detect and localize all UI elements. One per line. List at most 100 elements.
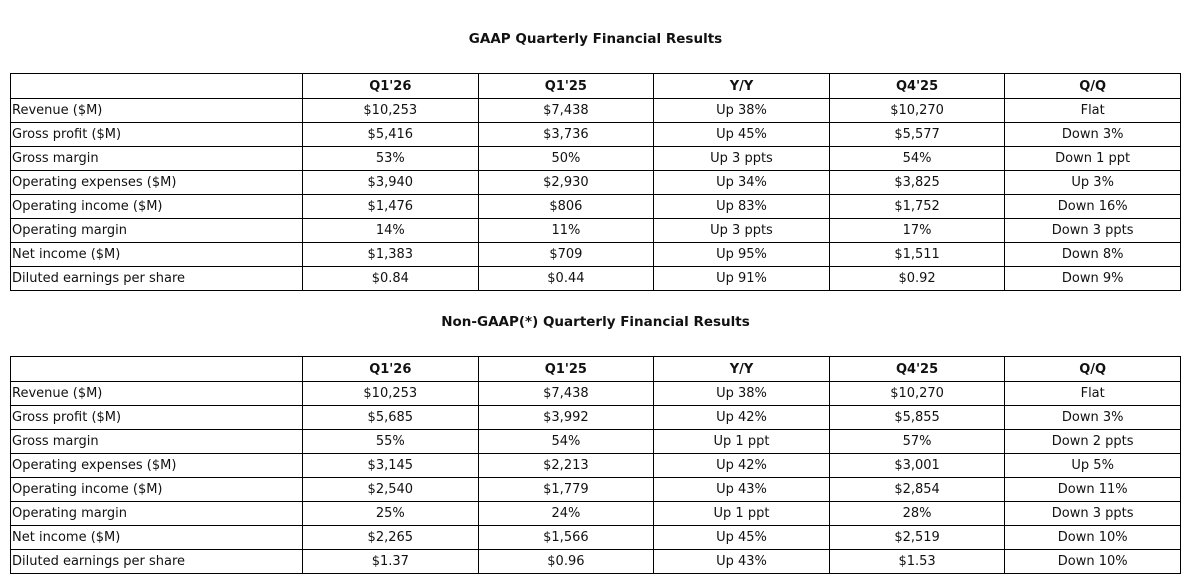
table-header-row: Q1'26 Q1'25 Y/Y Q4'25 Q/Q: [10, 73, 1181, 99]
table-cell: $3,001: [828, 453, 1006, 478]
table-cell: Down 10%: [1004, 549, 1181, 574]
table-row: Gross profit ($M) $5,416 $3,736 Up 45% $5,57…: [10, 122, 1181, 147]
table-cell: $10,253: [302, 381, 479, 406]
column-header: Y/Y: [653, 73, 830, 99]
column-header: Q1'26: [302, 356, 479, 382]
row-label: Operating margin: [10, 218, 303, 243]
table-cell: Up 1 ppt: [653, 429, 830, 454]
table-row: Operating expenses ($M) $3,940 $2,930 Up 34…: [10, 170, 1181, 195]
table-cell: $5,577: [828, 122, 1006, 147]
table-cell: 57%: [828, 429, 1006, 454]
table-row: Operating income ($M) $1,476 $806 Up 83% $1,…: [10, 194, 1181, 219]
column-header: Y/Y: [653, 356, 830, 382]
table-cell: Up 83%: [653, 194, 830, 219]
table-cell: $1,779: [477, 477, 655, 502]
table-cell: Up 43%: [653, 477, 830, 502]
table-cell: $7,438: [477, 98, 655, 123]
table-row: Net income ($M) $1,383 $709 Up 95% $1,511 Dow…: [10, 242, 1181, 267]
table-cell: Up 42%: [653, 405, 830, 430]
table-cell: Down 3%: [1004, 405, 1181, 430]
row-label: Gross profit ($M): [10, 122, 303, 147]
column-header: Q/Q: [1004, 73, 1181, 99]
table-row: Diluted earnings per share $0.84 $0.44 Up 9…: [10, 266, 1181, 291]
table-cell: Down 1 ppt: [1004, 146, 1181, 171]
table-cell: Up 3%: [1004, 170, 1181, 195]
table-cell: $1.37: [302, 549, 479, 574]
table-cell: $2,930: [477, 170, 655, 195]
table-header-row: Q1'26 Q1'25 Y/Y Q4'25 Q/Q: [10, 356, 1181, 382]
table-cell: Up 91%: [653, 266, 830, 291]
table-cell: $0.92: [828, 266, 1006, 291]
table-cell: 50%: [477, 146, 655, 171]
header-label-cell: [10, 356, 303, 382]
table-row: Gross profit ($M) $5,685 $3,992 Up 42% $5,85…: [10, 405, 1181, 430]
table-cell: Up 45%: [653, 525, 830, 550]
table-cell: $1,752: [828, 194, 1006, 219]
table-cell: Up 43%: [653, 549, 830, 574]
table-cell: Up 95%: [653, 242, 830, 267]
row-label: Diluted earnings per share: [10, 266, 303, 291]
table-cell: 28%: [828, 501, 1006, 526]
table-row: Operating margin 25% 24% Up 1 ppt 28% Down 3 …: [10, 501, 1181, 526]
table-row: Gross margin 53% 50% Up 3 ppts 54% Down 1 ppt: [10, 146, 1181, 171]
table-cell: $1,566: [477, 525, 655, 550]
table-row: Revenue ($M) $10,253 $7,438 Up 38% $10,270 Fl…: [10, 98, 1181, 123]
table-row: Operating margin 14% 11% Up 3 ppts 17% Down 3…: [10, 218, 1181, 243]
table-cell: $806: [477, 194, 655, 219]
column-header: Q4'25: [828, 73, 1006, 99]
table-cell: $1.53: [828, 549, 1006, 574]
table-cell: 14%: [302, 218, 479, 243]
table-cell: $3,992: [477, 405, 655, 430]
table-cell: $0.44: [477, 266, 655, 291]
gaap-table-title: GAAP Quarterly Financial Results: [468, 31, 723, 47]
header-label-cell: [10, 73, 303, 99]
table-cell: $3,145: [302, 453, 479, 478]
row-label: Gross profit ($M): [10, 405, 303, 430]
row-label: Operating margin: [10, 501, 303, 526]
row-label: Operating income ($M): [10, 477, 303, 502]
table-cell: Up 42%: [653, 453, 830, 478]
table-cell: $0.84: [302, 266, 479, 291]
table-cell: $10,270: [828, 98, 1006, 123]
column-header: Q1'25: [477, 356, 655, 382]
table-row: Operating income ($M) $2,540 $1,779 Up 43% $…: [10, 477, 1181, 502]
table-row: Gross margin 55% 54% Up 1 ppt 57% Down 2 ppts: [10, 429, 1181, 454]
column-header: Q1'25: [477, 73, 655, 99]
table-cell: $5,685: [302, 405, 479, 430]
table-cell: $1,511: [828, 242, 1006, 267]
table-cell: $1,476: [302, 194, 479, 219]
table-cell: $2,540: [302, 477, 479, 502]
table-cell: $2,519: [828, 525, 1006, 550]
table-cell: $5,416: [302, 122, 479, 147]
table-cell: Down 11%: [1004, 477, 1181, 502]
table-cell: Down 9%: [1004, 266, 1181, 291]
table-cell: $10,270: [828, 381, 1006, 406]
table-cell: 54%: [477, 429, 655, 454]
table-cell: 11%: [477, 218, 655, 243]
row-label: Gross margin: [10, 429, 303, 454]
table-cell: Down 8%: [1004, 242, 1181, 267]
table-cell: Up 38%: [653, 381, 830, 406]
table-row: Net income ($M) $2,265 $1,566 Up 45% $2,519 D…: [10, 525, 1181, 550]
column-header: Q1'26: [302, 73, 479, 99]
non-gaap-table-title: Non-GAAP(*) Quarterly Financial Results: [441, 314, 750, 330]
table-cell: $3,736: [477, 122, 655, 147]
table-cell: 25%: [302, 501, 479, 526]
column-header: Q4'25: [828, 356, 1006, 382]
table-cell: Up 45%: [653, 122, 830, 147]
row-label: Operating expenses ($M): [10, 170, 303, 195]
table-cell: $3,825: [828, 170, 1006, 195]
table-cell: $0.96: [477, 549, 655, 574]
row-label: Revenue ($M): [10, 98, 303, 123]
row-label: Diluted earnings per share: [10, 549, 303, 574]
table-cell: Down 10%: [1004, 525, 1181, 550]
table-cell: 55%: [302, 429, 479, 454]
table-cell: Up 38%: [653, 98, 830, 123]
table-cell: $7,438: [477, 381, 655, 406]
table-cell: Flat: [1004, 381, 1181, 406]
gaap-results-table: Q1'26 Q1'25 Y/Y Q4'25 Q/Q Revenue ($M) $10,25…: [10, 73, 1181, 291]
row-label: Net income ($M): [10, 242, 303, 267]
table-cell: $2,213: [477, 453, 655, 478]
table-cell: $709: [477, 242, 655, 267]
table-row: Operating expenses ($M) $3,145 $2,213 Up 42…: [10, 453, 1181, 478]
